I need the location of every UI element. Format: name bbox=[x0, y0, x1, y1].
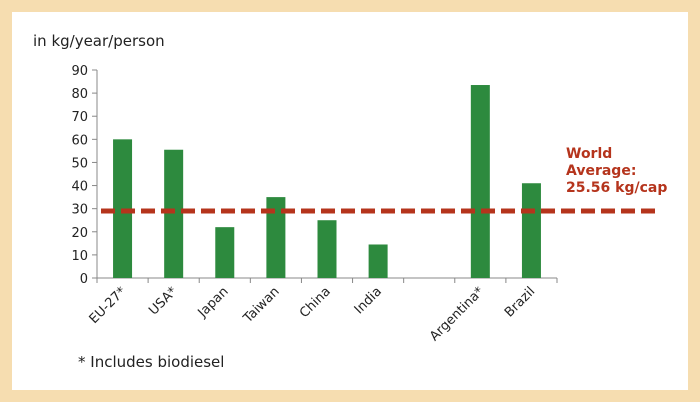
y-tick-label: 0 bbox=[80, 272, 88, 287]
x-tick-label: Argentina* bbox=[427, 284, 487, 344]
x-tick-label: USA* bbox=[146, 284, 181, 319]
bar-japan bbox=[215, 227, 235, 278]
bar-india bbox=[368, 244, 388, 278]
bar-taiwan bbox=[266, 197, 286, 278]
footnote: * Includes biodiesel bbox=[78, 353, 224, 371]
y-tick-label: 90 bbox=[71, 64, 88, 79]
y-tick-label: 10 bbox=[71, 249, 88, 264]
y-tick-label: 70 bbox=[71, 110, 88, 125]
bar-brazil bbox=[521, 183, 541, 278]
x-tick-label: Taiwan bbox=[240, 284, 283, 327]
y-tick-label: 60 bbox=[71, 133, 88, 148]
chart-frame: 0 10 20 30 40 50 60 70 80 90 EU-27* USA* Japan Taiwa… bbox=[12, 12, 688, 390]
bar-argentina bbox=[470, 85, 490, 279]
y-tick-label: 30 bbox=[71, 203, 88, 218]
y-tick-label: 50 bbox=[71, 156, 88, 171]
x-tick-label: Japan bbox=[195, 284, 232, 321]
world-average-label: World bbox=[566, 146, 612, 162]
bars-group: EU-27* USA* Japan Taiwan China India Argentina… bbox=[87, 85, 541, 344]
x-tick-label: EU-27* bbox=[87, 284, 130, 327]
axis-group: 0 10 20 30 40 50 60 70 80 90 bbox=[71, 64, 558, 287]
y-tick-label: 20 bbox=[71, 226, 88, 241]
bar-china bbox=[317, 220, 337, 278]
world-average-label: 25.56 kg/cap bbox=[566, 180, 667, 196]
y-tick-label: 40 bbox=[71, 180, 88, 195]
bar-chart: 0 10 20 30 40 50 60 70 80 90 EU-27* USA* Japan Taiwa… bbox=[33, 32, 667, 371]
x-tick-label: India bbox=[352, 284, 385, 317]
x-tick-label: China bbox=[297, 284, 334, 321]
world-average-label: Average: bbox=[566, 163, 636, 179]
y-tick-label: 80 bbox=[71, 87, 88, 102]
y-axis-label: in kg/year/person bbox=[33, 32, 165, 50]
bar-usa bbox=[164, 149, 184, 278]
x-tick-label: Brazil bbox=[502, 284, 538, 320]
